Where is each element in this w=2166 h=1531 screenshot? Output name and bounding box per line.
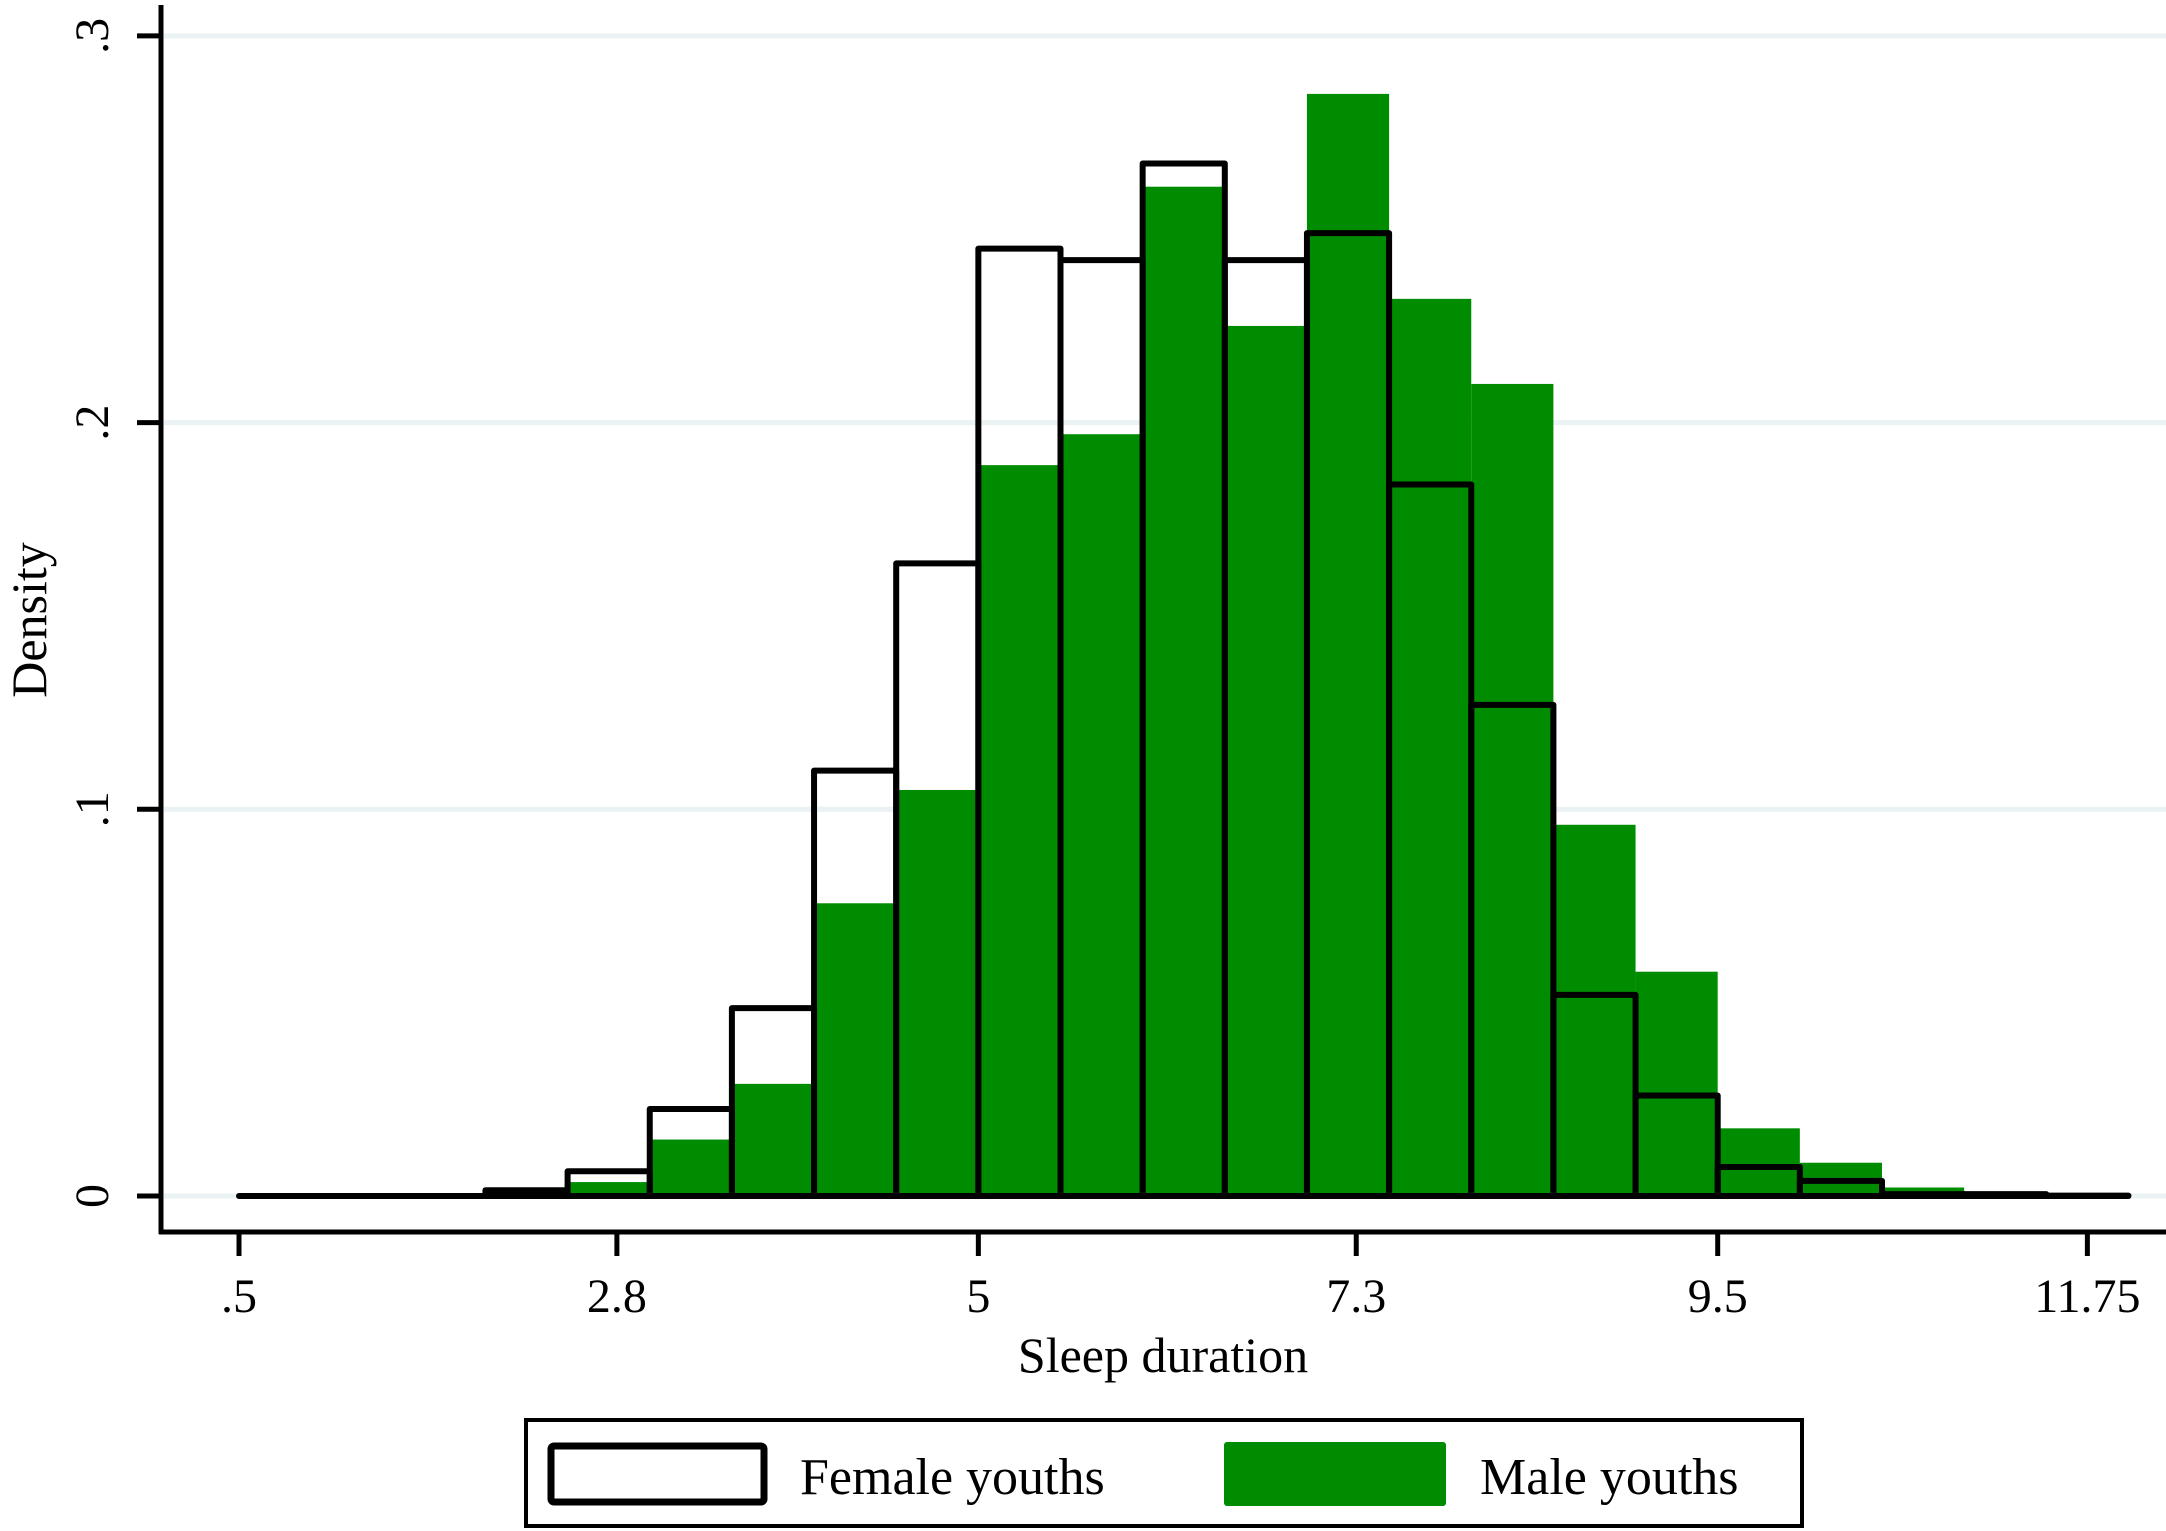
female-bar [482, 1187, 571, 1199]
female-bar [1879, 1191, 1968, 1200]
male-bar [1389, 298, 1472, 1197]
female-bar [1468, 701, 1557, 1199]
male-bar [978, 465, 1061, 1197]
x-axis-title: Sleep duration [1018, 1327, 1308, 1383]
male-bar [814, 903, 897, 1196]
male-bar [731, 1083, 815, 1196]
male-bar [567, 1182, 650, 1196]
male-bar [1060, 434, 1143, 1196]
y-tick-label: 0 [66, 1184, 119, 1208]
male-bar [896, 789, 979, 1196]
female-bar [1632, 1092, 1721, 1200]
legend-swatch-female [547, 1442, 768, 1506]
x-ticks: .5 2.8 5 7.3 9.5 11.75 [221, 1232, 2140, 1323]
x-tick-label: 5 [966, 1270, 990, 1323]
y-tick-label: .2 [66, 405, 119, 441]
legend-label-male: Male youths [1480, 1449, 1739, 1506]
male-bar [649, 1139, 732, 1196]
y-tick-label: .1 [66, 791, 119, 827]
x-tick-label: 2.8 [587, 1270, 647, 1323]
x-tick-label: .5 [221, 1270, 257, 1323]
legend-swatch-male [1224, 1442, 1446, 1506]
y-ticks: 0 .1 .2 .3 [66, 18, 161, 1208]
x-tick-label: 9.5 [1688, 1270, 1748, 1323]
male-series [239, 93, 2129, 1197]
male-bar [1553, 824, 1636, 1196]
male-bar [1306, 93, 1390, 1196]
male-bar [1717, 1128, 1800, 1196]
male-bar [1224, 325, 1307, 1196]
x-tick-label: 11.75 [2034, 1270, 2140, 1323]
male-bar [1471, 383, 1554, 1196]
female-bar [1961, 1191, 2050, 1200]
legend-label-female: Female youths [800, 1449, 1105, 1506]
male-bar [1635, 971, 1718, 1196]
male-bar [1142, 186, 1225, 1196]
female-series [236, 160, 2132, 1200]
axes [158, 5, 2166, 1235]
legend: Female youths Male youths [524, 1418, 1804, 1528]
y-tick-label: .3 [66, 18, 119, 54]
female-bar [1796, 1177, 1885, 1200]
x-tick-label: 7.3 [1326, 1270, 1386, 1323]
y-axis-title: Density [1, 542, 57, 698]
